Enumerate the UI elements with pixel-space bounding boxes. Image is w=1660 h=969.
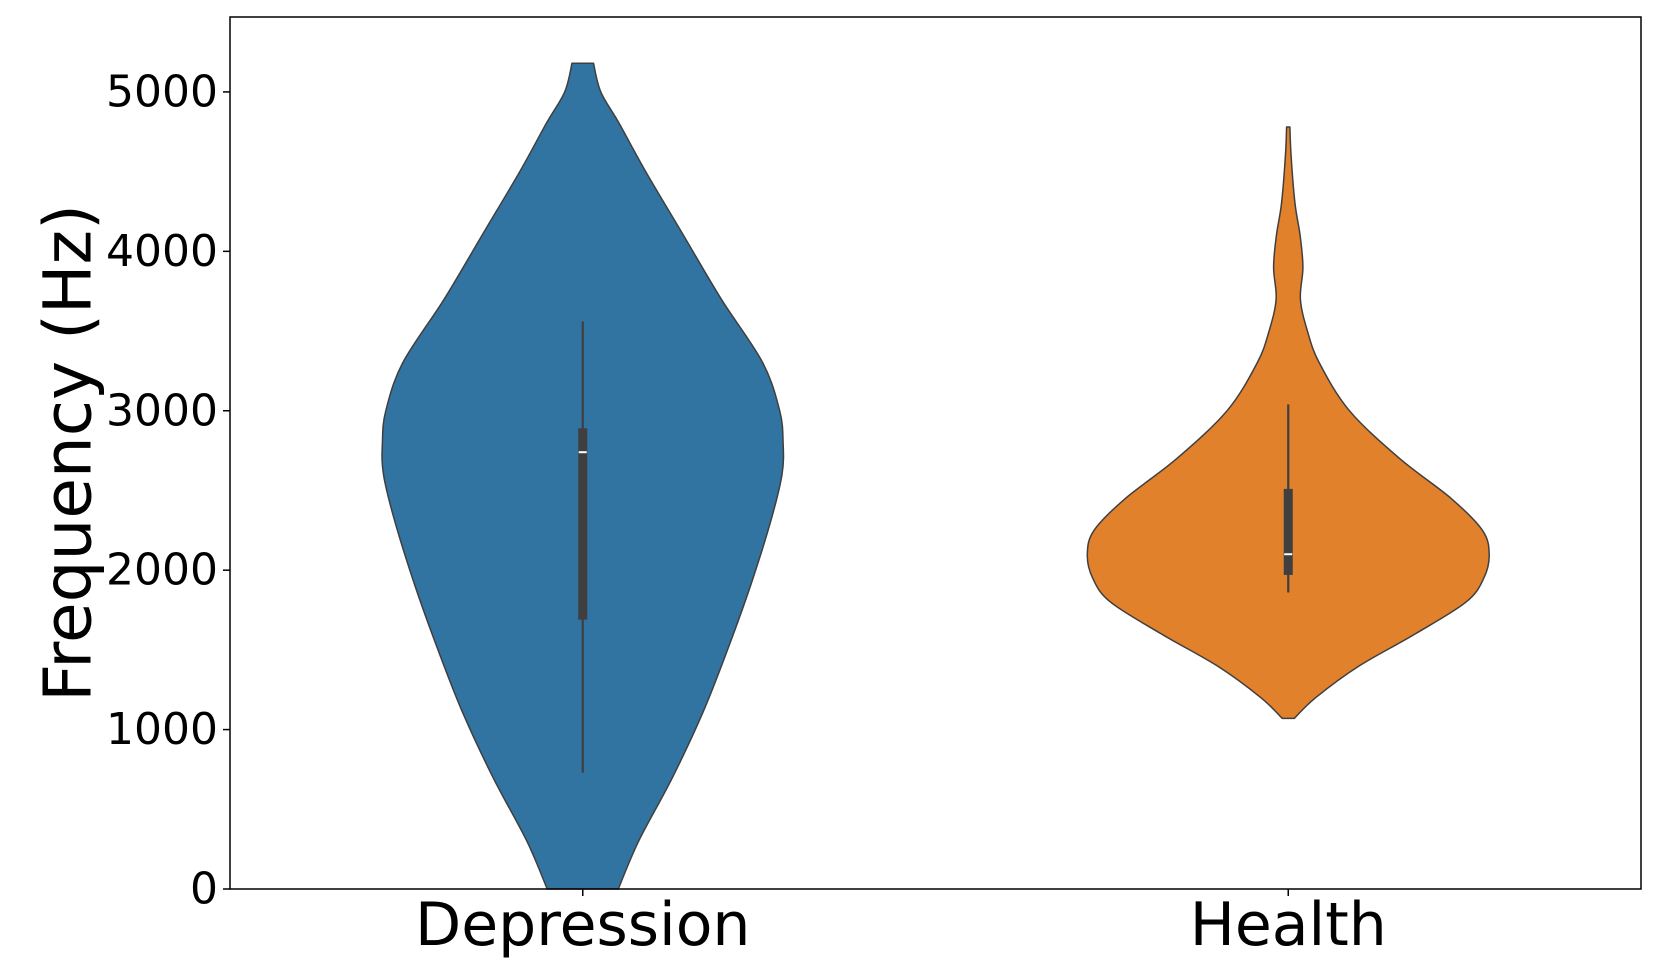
y-axis: 0 1000 2000 3000 4000 5000 bbox=[106, 66, 230, 915]
iqr-box-health bbox=[1283, 488, 1293, 575]
plot-frame bbox=[229, 16, 1642, 890]
x-tick-label-depression: Depression bbox=[415, 890, 750, 960]
y-tick-label: 5000 bbox=[106, 66, 218, 117]
inner-boxes-layer bbox=[578, 321, 1293, 773]
y-tick-label: 1000 bbox=[106, 704, 218, 755]
x-tick-label-health: Health bbox=[1190, 890, 1387, 960]
y-tick-label: 3000 bbox=[106, 385, 218, 436]
iqr-box-depression bbox=[578, 428, 588, 620]
y-tick-label: 2000 bbox=[106, 545, 218, 596]
y-tick-label: 4000 bbox=[106, 226, 218, 277]
x-axis: Depression Health bbox=[415, 889, 1387, 960]
y-tick-label: 0 bbox=[190, 864, 218, 915]
y-axis-label: Frequency (Hz) bbox=[30, 204, 107, 702]
